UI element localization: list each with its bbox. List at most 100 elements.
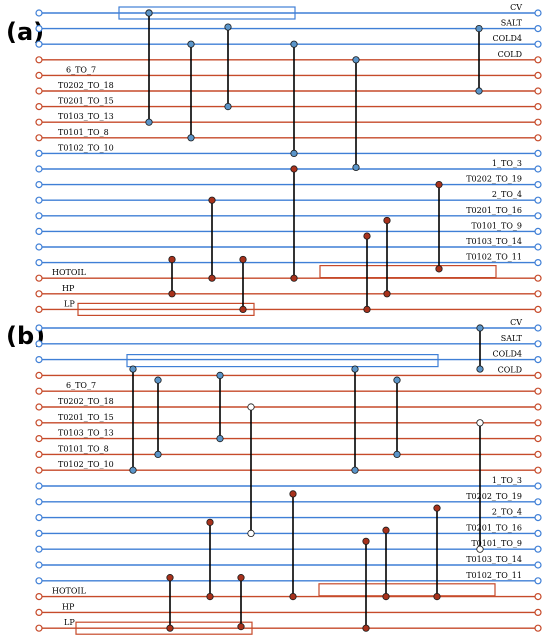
exchanger-node xyxy=(239,255,247,264)
stream-start-marker xyxy=(35,56,43,64)
stream-start-marker xyxy=(35,340,43,348)
exchanger-node xyxy=(363,305,371,313)
stream-end-marker xyxy=(534,212,542,220)
exchanger-node xyxy=(206,592,214,601)
stream-label: 2_TO_4 xyxy=(492,190,522,199)
stream-end-marker xyxy=(534,324,542,332)
stream-label: T0102_TO_11 xyxy=(466,253,522,262)
stream-end-marker xyxy=(534,356,542,364)
stream-start-marker xyxy=(35,149,43,157)
stream-label: T0201_TO_15 xyxy=(58,413,114,422)
exchanger-node xyxy=(352,163,360,172)
exchanger-node xyxy=(383,216,391,225)
stream-label: T0103_TO_13 xyxy=(58,112,114,121)
exchanger-node xyxy=(168,255,176,264)
exchanger-node xyxy=(237,574,245,582)
stream-end-marker xyxy=(534,577,542,585)
match-group-box xyxy=(318,583,496,597)
stream-end-marker xyxy=(534,9,542,17)
stream-start-marker xyxy=(35,545,43,553)
stream-start-marker xyxy=(35,196,43,204)
exchanger-node xyxy=(351,365,359,373)
exchanger-node xyxy=(290,40,298,48)
stream-label: T0201_TO_16 xyxy=(466,523,522,532)
stream-label: T0102_TO_11 xyxy=(466,571,522,580)
stream-label: T0103_TO_14 xyxy=(466,555,522,564)
exchanger-node xyxy=(475,24,483,33)
stream-start-marker xyxy=(35,165,43,173)
stream-label: T0202_TO_18 xyxy=(58,397,114,406)
stream-label: COLD4 xyxy=(493,34,523,43)
stream-label: HOTOIL xyxy=(52,268,87,277)
stream-start-marker xyxy=(35,102,43,111)
stream-start-marker xyxy=(35,592,43,601)
stream-label: COLD xyxy=(498,365,522,374)
exchanger-node xyxy=(476,545,484,553)
stream-end-marker xyxy=(534,102,542,111)
stream-end-marker xyxy=(534,482,542,490)
panel-a: CV SALT COLD4 COLD 6_TO_7 T0202_TO_18 T0201_TO… xyxy=(35,3,542,316)
stream-end-marker xyxy=(534,561,542,569)
stream-label: 2_TO_4 xyxy=(492,508,522,517)
exchanger-node xyxy=(383,290,391,298)
stream-start-marker xyxy=(35,243,43,251)
exchanger-node xyxy=(145,9,153,17)
stream-start-marker xyxy=(35,403,43,411)
stream-start-marker xyxy=(35,9,43,17)
stream-start-marker xyxy=(35,25,43,33)
exchanger-node xyxy=(224,23,232,31)
stream-start-marker xyxy=(35,419,43,427)
stream-start-marker xyxy=(35,371,43,379)
stream-label: HP xyxy=(62,284,75,293)
stream-end-marker xyxy=(534,371,542,379)
exchanger-node xyxy=(154,450,162,458)
stream-end-marker xyxy=(534,243,542,251)
stream-start-marker xyxy=(35,498,43,506)
exchanger-node xyxy=(166,624,174,632)
stream-start-marker xyxy=(35,305,43,313)
stream-end-marker xyxy=(534,403,542,411)
stream-end-marker xyxy=(534,25,542,33)
exchanger-node xyxy=(382,592,390,601)
stream-end-marker xyxy=(534,419,542,427)
stream-label: HOTOIL xyxy=(52,587,87,596)
exchanger-node xyxy=(206,518,214,526)
match-group-box xyxy=(75,621,253,635)
stream-start-marker xyxy=(35,577,43,585)
exchanger-node xyxy=(433,504,441,512)
stream-end-marker xyxy=(534,592,542,601)
exchanger-node xyxy=(208,274,216,282)
stream-end-marker xyxy=(534,134,542,142)
exchanger-node xyxy=(476,324,484,332)
exchanger-node xyxy=(224,103,232,111)
exchanger-node xyxy=(237,623,245,631)
exchanger-node xyxy=(393,376,401,384)
stream-end-marker xyxy=(534,196,542,204)
stream-end-marker xyxy=(534,71,542,80)
stream-label: SALT xyxy=(501,19,523,28)
exchanger-node xyxy=(166,574,174,582)
exchanger-node xyxy=(351,466,359,474)
stream-label: 1_TO_3 xyxy=(492,476,522,485)
stream-label: T0102_TO_10 xyxy=(58,143,114,152)
exchanger-node xyxy=(129,466,137,474)
stream-start-marker xyxy=(35,561,43,569)
stream-end-marker xyxy=(534,305,542,313)
stream-label: LP xyxy=(64,299,75,308)
exchanger-node xyxy=(290,274,298,282)
stream-start-marker xyxy=(35,87,43,95)
exchanger-node xyxy=(208,196,216,204)
stream-end-marker xyxy=(534,259,542,267)
exchanger-node xyxy=(290,165,298,173)
stream-label: CV xyxy=(510,318,522,327)
exchanger-node xyxy=(247,529,255,538)
stream-start-marker xyxy=(35,482,43,490)
stream-end-marker xyxy=(534,274,542,282)
stream-label: T0101_TO_9 xyxy=(471,539,522,548)
stream-label: T0101_TO_8 xyxy=(58,128,109,137)
exchanger-node xyxy=(187,134,195,142)
exchanger-node xyxy=(239,305,247,313)
stream-end-marker xyxy=(534,466,542,474)
match-group-box xyxy=(319,265,497,279)
